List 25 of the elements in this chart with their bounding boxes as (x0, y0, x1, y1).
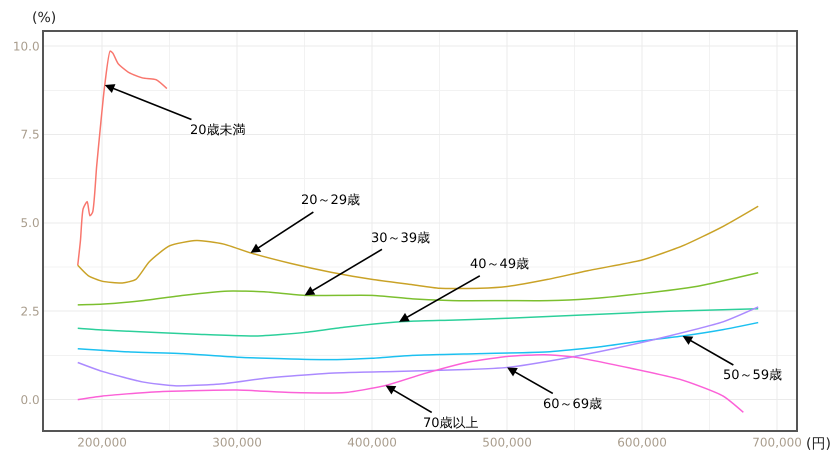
x-tick-label: 600,000 (617, 435, 667, 450)
x-tick-label: 400,000 (347, 435, 397, 450)
x-axis-title: (円) (806, 436, 831, 452)
y-tick-label: 7.5 (20, 128, 40, 142)
line-series (77, 206, 759, 290)
annotation: 20歳未満 (190, 123, 246, 138)
y-tick-label: 10.0 (12, 39, 40, 54)
annotation: 40～49歳 (470, 257, 530, 272)
y-tick-label: 5.0 (20, 216, 40, 230)
x-tick-label: 200,000 (77, 435, 127, 450)
annotation: 30～39歳 (371, 231, 430, 246)
line-series (77, 50, 168, 266)
y-axis-title: (%) (32, 10, 56, 26)
y-tick-label: 2.5 (20, 304, 40, 318)
annotation: 60～69歳 (543, 397, 602, 412)
line-series (77, 308, 759, 337)
x-tick-label: 700,000 (752, 435, 802, 450)
y-tick-label: 0.0 (20, 392, 40, 407)
x-tick-label: 300,000 (212, 435, 262, 450)
annotation: 70歳以上 (423, 416, 479, 431)
x-tick-label: 500,000 (482, 435, 532, 450)
annotation: 20～29歳 (301, 193, 360, 208)
annotation: 50～59歳 (723, 368, 782, 383)
line-series (77, 272, 759, 306)
line-series (77, 322, 759, 360)
